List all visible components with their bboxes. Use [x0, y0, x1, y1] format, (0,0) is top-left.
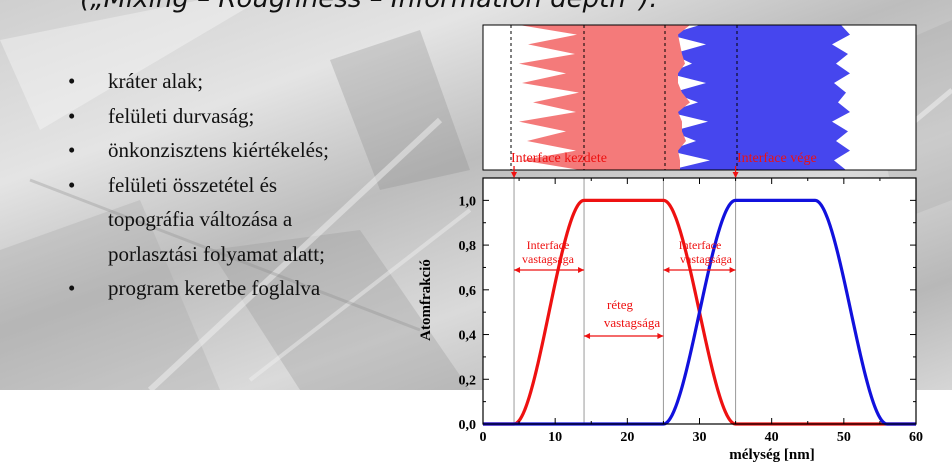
layer-thickness-label: réteg: [607, 297, 633, 312]
interface-start-label: Interface kezdete: [511, 151, 607, 166]
bullet-text: porlasztási folyamat alatt;: [108, 241, 325, 266]
bullet-text: program keretbe foglalva: [108, 276, 321, 300]
annotations: Interface kezdete Interface vége Interfa…: [511, 151, 817, 330]
x-tick-label: 30: [693, 430, 707, 445]
arrow-head: [514, 267, 521, 273]
x-tick-label: 0: [480, 430, 487, 445]
arrow-head: [584, 333, 591, 339]
bullet-text: kráter alak;: [108, 69, 204, 93]
interface-thickness-label-1: Interface: [527, 238, 570, 252]
bullet-text: önkonzisztens kiértékelés;: [108, 138, 330, 162]
bullet-text: felületi összetétel és: [108, 172, 278, 197]
plot-background: [483, 178, 916, 424]
bullet-item: • program keretbe foglalva: [68, 271, 329, 306]
bullet-text: topográfia változása a: [108, 207, 293, 231]
interface-thickness-label-2b: vastagsága: [680, 252, 733, 266]
schematic-blue-layer: [668, 25, 850, 170]
layer-thickness-label-b: vastagsága: [604, 315, 661, 330]
interface-thickness-label-2: Interface: [679, 238, 722, 252]
interface-end-label: Interface vége: [737, 151, 817, 166]
background-texture: [0, 20, 952, 390]
bullet-item: porlasztási folyamat alatt;: [68, 237, 329, 272]
interface-thickness-label-1b: vastagsága: [522, 252, 575, 266]
axis-tick-labels: 0 10 20 30 40 50 60 0,0 0,2 0,4 0,6 0,8 1,0: [459, 194, 924, 445]
y-tick-label: 1,0: [459, 194, 477, 209]
x-tick-label: 60: [909, 430, 923, 445]
arrow-head: [578, 267, 585, 273]
y-tick-label: 0,2: [459, 373, 477, 388]
schematic-red-rough-left: [519, 25, 584, 170]
arrow-head: [732, 172, 739, 178]
schematic-red-layer: [584, 25, 665, 170]
bullet-dot-icon: •: [68, 103, 76, 128]
bullet-item: • önkonzisztens kiértékelés;: [68, 133, 329, 168]
bullet-dot-icon: •: [68, 69, 76, 93]
y-tick-label: 0,8: [459, 239, 477, 254]
y-tick-label: 0,4: [459, 329, 477, 344]
bullet-dot-icon: •: [68, 138, 76, 162]
y-axis-label: Atomfrakció: [418, 259, 434, 341]
y-tick-label: 0,6: [459, 284, 477, 299]
bullet-item: • felületi összetétel és: [68, 168, 329, 203]
axis-ticks: [482, 178, 917, 425]
arrow-head: [663, 267, 670, 273]
x-axis-label: mélység [nm]: [729, 447, 814, 463]
bullet-dot-icon: •: [68, 276, 76, 300]
schematic-border: [482, 24, 917, 171]
bullet-list: • kráter alak; • felületi durvaság; • önkonzi…: [68, 64, 329, 306]
bullet-item: • felületi durvaság;: [68, 99, 329, 134]
y-tick-label: 0,0: [459, 418, 477, 433]
arrow-head: [729, 267, 736, 273]
annotation-arrows: [511, 166, 739, 339]
arrow-head: [511, 172, 518, 178]
bullet-item: topográfia változása a: [68, 202, 329, 237]
interface-schematic: [482, 24, 917, 171]
bullet-text: felületi durvaság;: [108, 103, 255, 128]
x-tick-label: 20: [620, 430, 634, 445]
x-tick-label: 50: [837, 430, 851, 445]
x-tick-label: 40: [765, 430, 779, 445]
arrow-head: [657, 333, 664, 339]
schematic-red-rough-right: [665, 25, 690, 170]
slide-header: („Mixing – Roughness – Information depth…: [80, 0, 658, 14]
bullet-dot-icon: •: [68, 172, 76, 197]
interface-vlines: [513, 178, 737, 424]
bullet-item: • kráter alak;: [68, 64, 329, 99]
x-tick-label: 10: [548, 430, 562, 445]
